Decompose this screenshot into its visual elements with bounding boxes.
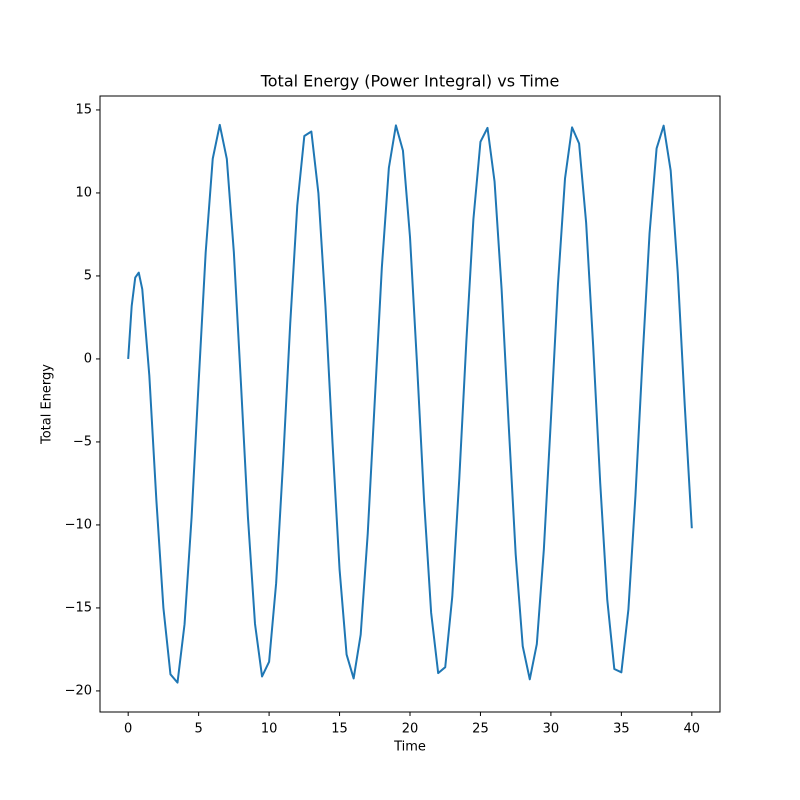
chart-title: Total Energy (Power Integral) vs Time bbox=[260, 72, 560, 91]
y-tick-label: 0 bbox=[84, 351, 92, 366]
y-tick-label: 10 bbox=[75, 185, 92, 200]
x-tick-label: 35 bbox=[613, 722, 630, 737]
x-tick-label: 10 bbox=[261, 722, 278, 737]
x-tick-label: 15 bbox=[331, 722, 348, 737]
x-tick-label: 5 bbox=[194, 722, 202, 737]
data-line bbox=[127, 123, 693, 684]
x-tick-label: 25 bbox=[472, 722, 489, 737]
x-tick-label: 40 bbox=[684, 722, 701, 737]
x-tick-label: 0 bbox=[124, 722, 132, 737]
y-tick-label: −20 bbox=[65, 683, 92, 698]
x-tick-label: 20 bbox=[402, 722, 419, 737]
x-axis-label: Time bbox=[393, 740, 426, 755]
y-tick-label: 15 bbox=[75, 102, 92, 117]
x-tick-label: 30 bbox=[543, 722, 560, 737]
y-tick-label: 5 bbox=[84, 268, 92, 283]
plot-frame bbox=[99, 95, 721, 713]
y-tick-label: −10 bbox=[65, 517, 92, 532]
y-tick-label: −15 bbox=[65, 600, 92, 615]
y-axis-label: Total Energy bbox=[40, 364, 55, 445]
y-tick-label: −5 bbox=[73, 434, 92, 449]
